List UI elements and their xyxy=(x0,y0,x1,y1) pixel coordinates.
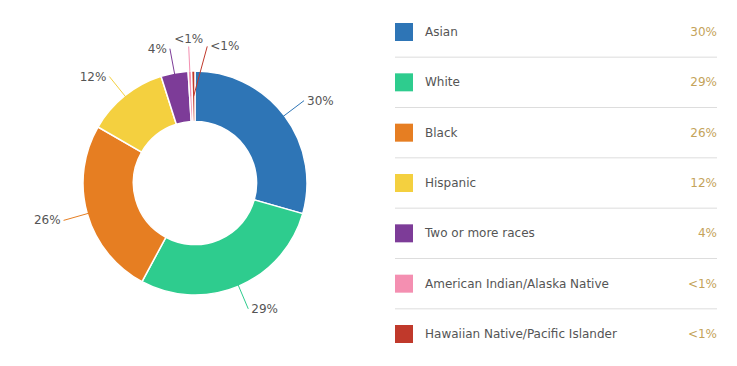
legend-label: Black xyxy=(425,126,458,140)
slice-label: <1% xyxy=(210,39,239,53)
slice-labels: 30% 29% 26% 12% 4% <1% <1% xyxy=(34,32,334,316)
legend-separator xyxy=(395,107,717,108)
slice-label: <1% xyxy=(174,32,203,46)
chart: 30% 29% 26% 12% 4% <1% <1% Asian 30% White 29% Blac… xyxy=(0,0,737,366)
leader-line xyxy=(64,207,112,221)
leader-line xyxy=(264,101,304,131)
legend-value: 4% xyxy=(698,226,717,240)
legend-separator xyxy=(395,308,717,309)
legend-value: 30% xyxy=(690,25,717,39)
slice xyxy=(195,71,307,214)
legend-label: American Indian/Alaska Native xyxy=(425,277,609,291)
legend-label: Hispanic xyxy=(425,176,476,190)
chart-container: 30% 29% 26% 12% 4% <1% <1% Asian 30% White 29% Blac… xyxy=(0,0,737,366)
leader-line xyxy=(229,263,248,309)
legend-separator xyxy=(395,208,717,209)
legend-separator xyxy=(395,57,717,58)
legend-value: 26% xyxy=(690,126,717,140)
leader-line xyxy=(109,77,140,116)
legend: Asian 30% White 29% Black 26% Hispanic 12% Two o… xyxy=(395,23,717,343)
slice xyxy=(161,71,191,124)
slice xyxy=(192,71,195,121)
legend-separator xyxy=(395,258,717,259)
legend-swatch xyxy=(395,275,413,293)
legend-label: White xyxy=(425,75,460,89)
legend-swatch xyxy=(395,325,413,343)
slice-label: 30% xyxy=(307,94,334,108)
slice-label: 29% xyxy=(251,302,278,316)
legend-label: Two or more races xyxy=(424,226,535,240)
legend-separator xyxy=(395,157,717,158)
legend-value: 12% xyxy=(690,176,717,190)
slice-label: 26% xyxy=(34,213,61,227)
slice-label: 4% xyxy=(148,42,167,56)
legend-label: Asian xyxy=(425,25,458,39)
leader-line xyxy=(194,46,208,96)
leader-line xyxy=(189,47,191,97)
legend-swatch xyxy=(395,174,413,192)
legend-swatch xyxy=(395,73,413,91)
legend-label: Hawaiian Native/Pacific Islander xyxy=(425,327,617,341)
slice xyxy=(83,127,166,282)
legend-swatch xyxy=(395,124,413,142)
legend-swatch xyxy=(395,23,413,41)
legend-value: <1% xyxy=(688,327,717,341)
legend-swatch xyxy=(395,224,413,242)
slice-label: 12% xyxy=(80,70,107,84)
slice xyxy=(142,200,303,295)
leader-line xyxy=(170,49,179,98)
legend-value: <1% xyxy=(688,277,717,291)
donut xyxy=(64,46,307,308)
legend-value: 29% xyxy=(690,75,717,89)
